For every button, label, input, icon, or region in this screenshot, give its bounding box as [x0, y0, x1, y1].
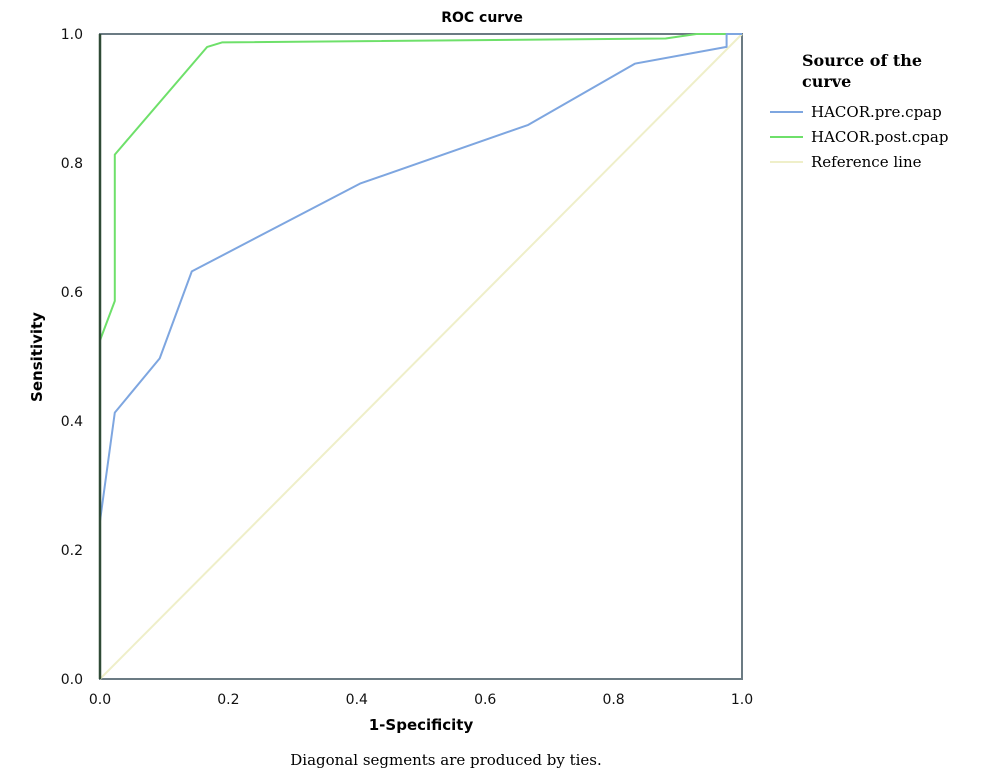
legend-title: Source of the curve [802, 51, 928, 91]
y-tick-label: 0.8 [61, 156, 83, 172]
series-line-1 [99, 33, 742, 679]
y-tick-label: 0.4 [61, 414, 83, 430]
y-tick-label: 0.0 [61, 672, 83, 688]
legend-title-line-2: curve [802, 72, 851, 91]
x-tick-label: 0.0 [89, 692, 111, 708]
x-axis-label: 1-Specificity [369, 716, 474, 734]
y-tick-label: 0.2 [61, 543, 83, 559]
x-tick-label: 0.8 [602, 692, 624, 708]
footnote: Diagonal segments are produced by ties. [290, 751, 601, 769]
legend-label-2: Reference line [811, 153, 922, 171]
x-tick-label: 1.0 [731, 692, 753, 708]
legend-label-1: HACOR.post.cpap [811, 128, 948, 146]
y-tick-label: 0.6 [61, 285, 83, 301]
legend-title-line-1: Source of the [802, 51, 922, 70]
series-line-0 [99, 33, 742, 679]
plot-area [98, 33, 743, 680]
chart-title: ROC curve [441, 10, 523, 26]
legend-items: HACOR.pre.cpap HACOR.post.cpap Reference l… [770, 103, 948, 171]
legend: Source of the curve HACOR.pre.cpapHACOR.… [770, 51, 948, 171]
y-tick-label: 1.0 [61, 27, 83, 43]
legend-label-0: HACOR.pre.cpap [811, 103, 942, 121]
series-layer [99, 33, 743, 680]
y-axis-ticks: 0.0 0.2 0.4 0.6 0.8 1.0 [61, 27, 83, 688]
x-tick-label: 0.4 [346, 692, 368, 708]
x-axis-ticks: 0.0 0.2 0.4 0.6 0.8 1.0 [89, 692, 753, 708]
y-axis-label: Sensitivity [28, 312, 46, 402]
series-line-2 [99, 33, 743, 680]
x-tick-label: 0.2 [217, 692, 239, 708]
x-tick-label: 0.6 [474, 692, 496, 708]
